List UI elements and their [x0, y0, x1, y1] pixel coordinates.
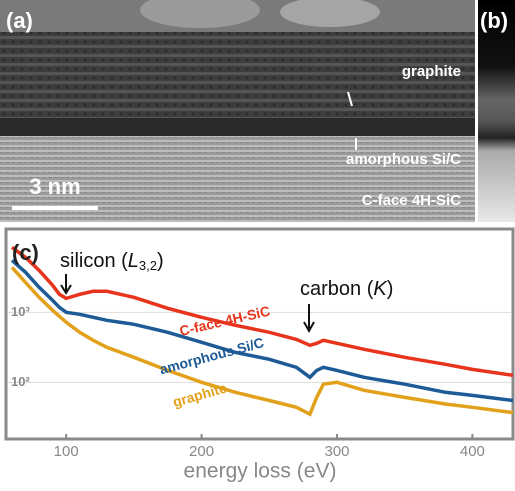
- figure: (a) graphite amorphous Si/C C-face 4H-Si…: [0, 0, 515, 491]
- panel-label: (b): [480, 8, 508, 33]
- x-tick-label: 400: [460, 443, 485, 460]
- region-label: C-face 4H-SiC: [362, 192, 461, 209]
- page: {"panel_a": {"label": "(a)", "graphite":…: [0, 0, 515, 491]
- scale-bar-label: 3 nm: [29, 174, 80, 199]
- region-label: graphite: [402, 63, 461, 80]
- x-tick-label: 100: [54, 443, 79, 460]
- x-axis-label: energy loss (eV): [184, 460, 337, 483]
- panel-label: (c): [12, 240, 39, 265]
- x-tick-label: 200: [189, 443, 214, 460]
- spectrum-image: [478, 0, 515, 222]
- annotation: carbon (K): [300, 278, 393, 300]
- x-tick-label: 300: [324, 443, 349, 460]
- y-tick-label: 10³: [11, 304, 30, 319]
- panel-label: (a): [6, 8, 33, 33]
- region-label: amorphous Si/C: [346, 151, 461, 168]
- y-tick-label: 10²: [11, 374, 30, 389]
